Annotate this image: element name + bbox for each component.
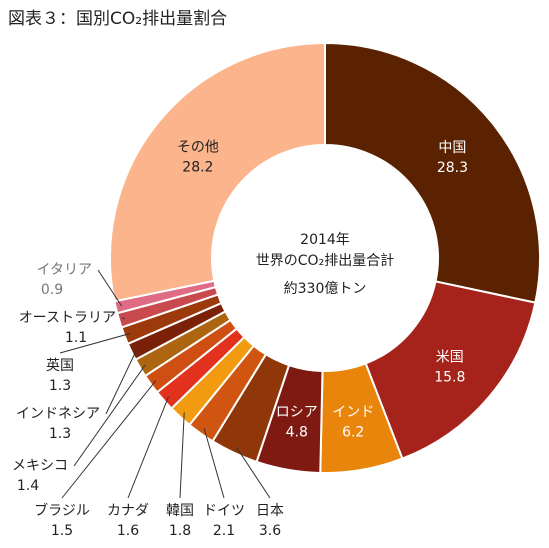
- slice-0: [324, 41, 541, 304]
- callout-label-value: 1.6: [117, 523, 139, 539]
- callout-label-value: 2.1: [213, 523, 235, 539]
- slice-label-value: 4.8: [286, 425, 308, 441]
- callout-label-value: 1.5: [51, 523, 73, 539]
- center-text-year: 2014年: [300, 232, 350, 248]
- slice-label-name: 中国: [438, 140, 466, 156]
- callout-label-name: カナダ: [107, 503, 149, 519]
- callout-label-value: 3.6: [259, 523, 281, 539]
- slice-14: [109, 41, 326, 303]
- callout-line: [236, 447, 271, 499]
- callout-label-value: 0.9: [41, 282, 63, 298]
- slice-label-name: ロシア: [276, 405, 318, 421]
- callout-label-name: 英国: [46, 357, 74, 374]
- callout-line: [179, 412, 185, 499]
- callout-label-value: 1.3: [49, 378, 71, 394]
- donut-slices: [109, 41, 541, 474]
- callout-label-name: 韓国: [166, 503, 194, 519]
- callout-line: [59, 332, 131, 354]
- callout-label-name: ブラジル: [34, 502, 90, 519]
- slice-label-value: 15.8: [434, 369, 465, 385]
- callout-label-value: 1.1: [65, 330, 87, 346]
- callout-line: [127, 396, 170, 499]
- callout-label-name: ドイツ: [203, 503, 245, 519]
- callout-label-name: オーストラリア: [19, 310, 116, 326]
- callout-label-name: インドネシア: [16, 406, 100, 422]
- slice-label-name: 米国: [436, 349, 464, 365]
- callout-label-value: 1.8: [169, 523, 191, 539]
- slice-label-value: 28.2: [182, 159, 213, 175]
- callout-line: [203, 428, 225, 499]
- slice-1: [364, 280, 537, 460]
- callout-line: [73, 364, 146, 467]
- callout-label-name: メキシコ: [12, 458, 68, 474]
- callout-label-value: 1.3: [49, 426, 71, 442]
- callout-line: [61, 380, 157, 499]
- slice-label-name: インド: [332, 405, 374, 421]
- center-text-subtitle: 世界のCO₂排出量合計: [256, 253, 394, 269]
- callout-label-name: イタリア: [37, 262, 92, 278]
- callout-line: [97, 269, 122, 307]
- callout-line: [105, 348, 138, 415]
- slice-label-name: その他: [177, 139, 219, 155]
- callout-label-value: 1.4: [17, 478, 39, 494]
- slice-label-value: 28.3: [437, 160, 468, 176]
- center-text-total: 約330億トン: [284, 281, 367, 297]
- chart-title: 図表３：国別CO₂排出量割合: [8, 9, 227, 29]
- callout-label-name: 日本: [256, 503, 284, 519]
- callout-line: [121, 317, 126, 320]
- slice-label-value: 6.2: [342, 425, 364, 441]
- donut-labels: 中国 28.3 米国 15.8 インド 6.2 ロシア 4.8 その他 28.2 日本 3.6 ドイツ 2…: [12, 139, 468, 539]
